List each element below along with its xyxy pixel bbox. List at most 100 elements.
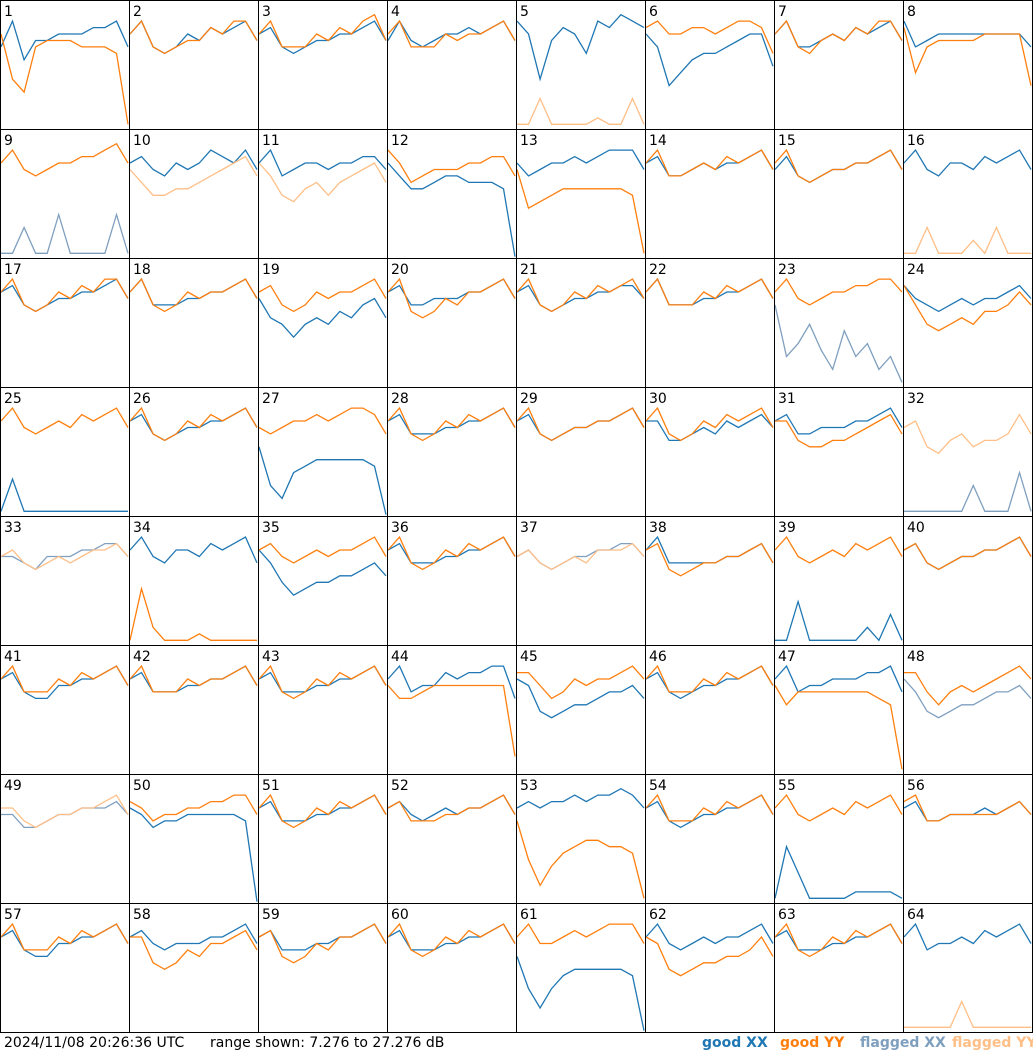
- spectrum-line: [0, 477, 128, 512]
- panel-title: 7: [778, 4, 787, 20]
- spectrum-line: [129, 406, 258, 442]
- spectrum-line: [1, 212, 129, 254]
- spectrum-line: [129, 149, 258, 177]
- panel-title: 54: [649, 778, 667, 794]
- spectrum-line: [903, 536, 1032, 571]
- spectrum-line: [904, 225, 1031, 255]
- panel-title: 19: [262, 262, 280, 278]
- spectrum-line: [645, 793, 774, 822]
- panel-title: 27: [262, 391, 280, 407]
- panel-title: 60: [391, 907, 409, 923]
- panel-title: 39: [778, 520, 796, 536]
- panel-title: 55: [778, 778, 796, 794]
- panel-title: 16: [907, 133, 925, 149]
- spectrum-line: [258, 536, 387, 564]
- panel-title: 9: [4, 133, 13, 149]
- spectrum-line: [258, 148, 387, 177]
- spectrum-line: [904, 470, 1032, 512]
- spectrum-line: [0, 33, 129, 125]
- panel-title: 40: [907, 520, 925, 536]
- legend-entry: flagged XX: [860, 1035, 946, 1051]
- legend-entry: good YY: [780, 1035, 845, 1051]
- panel-title: 21: [520, 262, 538, 278]
- spectrum-line: [130, 929, 258, 971]
- spectrum-line: [0, 142, 129, 177]
- spectrum-line: [387, 922, 516, 958]
- spectrum-line: [517, 665, 645, 700]
- spectrum-line: [129, 586, 257, 641]
- panel-title: 10: [133, 133, 151, 149]
- panel-title: 11: [262, 133, 280, 149]
- spectrum-line: [774, 19, 903, 55]
- panel-title: 25: [4, 391, 22, 407]
- spectrum-line: [516, 923, 645, 945]
- spectrum-line: [645, 923, 774, 951]
- spectrum-line: [516, 542, 645, 571]
- spectrum-line: [903, 413, 1032, 455]
- panel-title: 36: [391, 520, 409, 536]
- spectrum-line: [258, 664, 387, 700]
- spectrum-line: [129, 536, 258, 564]
- range-label: range shown: 7.276 to 27.276 dB: [210, 1035, 444, 1051]
- panel-title: 53: [520, 778, 538, 794]
- spectrum-line: [774, 536, 903, 564]
- spectrum-line: [0, 407, 129, 435]
- spectrum-line: [645, 277, 774, 306]
- panel-title: 18: [133, 262, 151, 278]
- spectrum-line: [129, 664, 258, 693]
- panel-title: 42: [133, 649, 151, 665]
- spectrum-line: [903, 285, 1032, 332]
- panel-title: 44: [391, 649, 409, 665]
- spectrum-line: [516, 787, 645, 809]
- panel-title: 57: [4, 907, 22, 923]
- spectrum-line: [645, 33, 774, 87]
- spectrum-line: [129, 277, 258, 313]
- spectrum-line: [258, 162, 387, 203]
- spectrum-line: [129, 923, 258, 951]
- spectrum-line: [903, 794, 1032, 822]
- spectrum-line: [129, 19, 258, 55]
- panel-title: 5: [520, 4, 529, 20]
- spectrum-line: [516, 678, 645, 719]
- legend-entry: flagged YY: [952, 1035, 1033, 1051]
- spectrum-line: [0, 542, 129, 571]
- spectrum-line: [903, 284, 1032, 313]
- panel-title: 64: [907, 907, 925, 923]
- spectrum-line: [516, 956, 645, 1031]
- spectrum-line: [903, 922, 1032, 951]
- panel-title: 45: [520, 649, 538, 665]
- spectrum-line: [258, 793, 387, 829]
- panel-title: 8: [907, 4, 916, 20]
- panel-title: 22: [649, 262, 667, 278]
- panel-title: 63: [778, 907, 796, 923]
- spectrum-line: [387, 794, 516, 822]
- spectrum-line: [0, 277, 129, 313]
- spectrum-line: [775, 413, 903, 448]
- spectrum-line: [904, 665, 1032, 706]
- panel-title: 12: [391, 133, 409, 149]
- spectrum-line: [258, 923, 387, 964]
- panel-title: 47: [778, 649, 796, 665]
- panel-title: 50: [133, 778, 151, 794]
- spectrum-line: [129, 155, 258, 196]
- spectrum-line: [774, 304, 903, 383]
- spectrum-line: [387, 535, 516, 571]
- panel-title: 31: [778, 391, 796, 407]
- panel-title: 56: [907, 778, 925, 794]
- panel-title: 29: [520, 391, 538, 407]
- spectrum-line: [903, 149, 1032, 177]
- spectrum-line: [258, 407, 387, 435]
- spectrum-line: [774, 278, 903, 306]
- spectrum-line: [774, 148, 903, 184]
- spectrum-line: [774, 794, 903, 822]
- spectrum-line: [258, 297, 387, 339]
- panel-title: 62: [649, 907, 667, 923]
- spectrum-line: [516, 149, 645, 177]
- spectrum-line: [0, 664, 129, 693]
- panel-title: 59: [262, 907, 280, 923]
- panel-title: 14: [649, 133, 667, 149]
- panel-title: 52: [391, 778, 409, 794]
- spectrum-line: [645, 20, 774, 54]
- spectrum-line: [774, 844, 903, 899]
- spectrum-line: [774, 664, 903, 693]
